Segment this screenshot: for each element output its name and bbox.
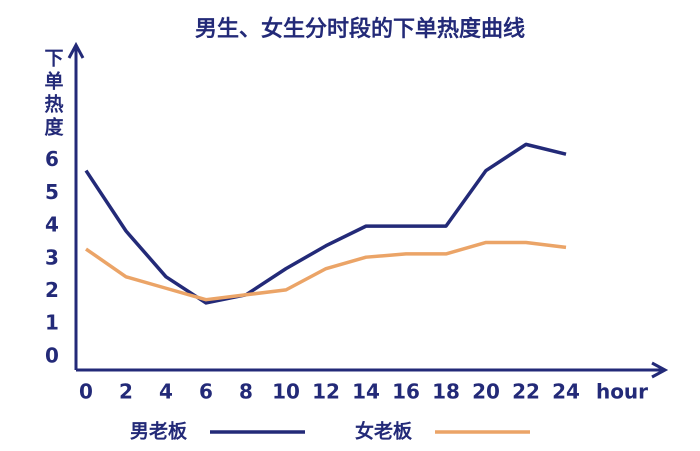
x-tick-label: 24 <box>552 380 580 404</box>
y-tick-label: 3 <box>45 245 59 269</box>
x-tick-label: 16 <box>392 380 420 404</box>
x-axis <box>76 361 669 379</box>
x-tick-label: 2 <box>119 380 133 404</box>
y-tick-label: 5 <box>45 180 59 204</box>
x-tick-label: 8 <box>239 380 253 404</box>
x-tick-label: 14 <box>352 380 380 404</box>
y-tick-label: 4 <box>45 213 59 237</box>
y-tick-label: 6 <box>45 147 59 171</box>
legend-label: 女老板 <box>355 420 413 443</box>
x-tick-label: 20 <box>472 380 500 404</box>
x-tick-label: 4 <box>159 380 173 404</box>
series-line <box>84 142 567 305</box>
y-tick-label: 0 <box>45 343 59 367</box>
x-tick-label: 12 <box>312 380 340 404</box>
x-axis-label: hour <box>596 380 648 404</box>
series-line <box>85 240 567 302</box>
x-tick-label: 10 <box>272 380 300 404</box>
chart-title: 男生、女生分时段的下单热度曲线 <box>195 16 525 42</box>
x-tick-label: 0 <box>79 380 93 404</box>
y-axis <box>67 41 85 370</box>
y-axis-label: 下单热度 <box>42 48 64 140</box>
y-tick-label: 2 <box>45 278 59 302</box>
legend-label: 男老板 <box>130 420 188 443</box>
x-tick-label: 22 <box>512 380 540 404</box>
x-tick-label: 6 <box>199 380 213 404</box>
x-tick-label: 18 <box>432 380 460 404</box>
y-tick-label: 1 <box>45 311 59 335</box>
